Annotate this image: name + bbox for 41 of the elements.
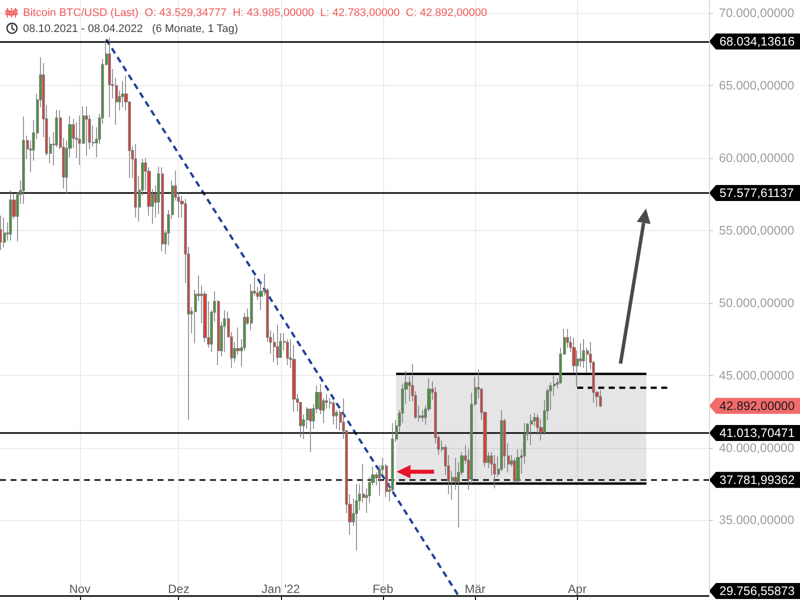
- x-tick-label: Jan '22: [262, 582, 300, 596]
- y-tick-label: 45.000,00000: [719, 368, 794, 382]
- text: 42.892,00000: [720, 398, 795, 413]
- ref-line-label: 68.034,13616: [720, 34, 795, 49]
- y-tick-label: 65.000,00000: [719, 78, 794, 92]
- y-tick-label: 70.000,00000: [719, 6, 794, 20]
- y-tick-label: 40.000,00000: [719, 440, 794, 455]
- x-tick-label: Nov: [69, 582, 91, 596]
- x-tick-label: Apr: [568, 582, 587, 596]
- ref-line-label: 41.013,70471: [720, 426, 795, 440]
- ref-line-label: 29.756,55873: [720, 584, 795, 598]
- x-tick-label: Feb: [372, 582, 394, 596]
- y-tick-label: 60.000,00000: [719, 150, 794, 165]
- candlestick: [0, 215, 2, 250]
- candlestick: [355, 484, 358, 552]
- text: Bitcoin BTC/USD (Last) O: 43.529,34777 H: 43.985,00000 L: 42.783,00000 C: 42.892,00000: [23, 7, 488, 19]
- candlestick: [421, 410, 424, 422]
- y-tick-label: 35.000,00000: [719, 513, 794, 528]
- candlestick: [85, 106, 88, 156]
- candlestick: [530, 414, 533, 446]
- text: 08.10.2021 - 08.04.2022 (6 Monate, 1 Tag): [23, 23, 238, 35]
- candlestick: [276, 324, 279, 366]
- candlestick: [161, 166, 164, 252]
- candlestick: [599, 390, 602, 408]
- ref-line-label: 57.577,61137: [720, 186, 794, 200]
- candlestick: [223, 310, 226, 353]
- ref-line-label: 37.781,99362: [720, 472, 795, 487]
- y-tick-label: 55.000,00000: [719, 223, 794, 238]
- candlestick: [108, 37, 111, 118]
- x-tick-label: Dez: [168, 582, 190, 596]
- candlestick: [134, 143, 137, 218]
- candlestick: [9, 190, 12, 242]
- candlestick: [22, 116, 25, 204]
- x-tick-label: Mär: [464, 582, 486, 596]
- candlestick: [582, 338, 585, 368]
- candlestick: [309, 408, 312, 452]
- candlestick: [516, 448, 520, 483]
- y-tick-label: 50.000,00000: [719, 296, 794, 310]
- candlestick: [493, 454, 496, 489]
- candlestick: [332, 400, 335, 425]
- candlestick: [3, 216, 6, 248]
